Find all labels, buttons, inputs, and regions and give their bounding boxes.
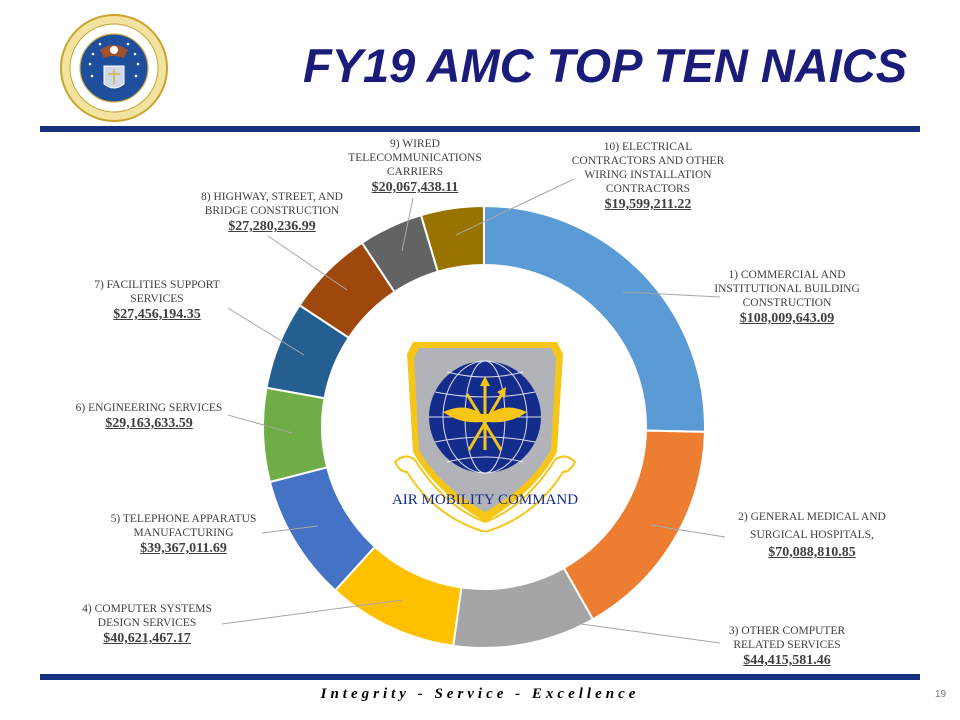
label-name: SERVICES — [130, 293, 184, 305]
data-label-5: 5) TELEPHONE APPARATUS MANUFACTURING $39… — [96, 512, 271, 558]
amc-logo-text: AIR MOBILITY COMMAND — [392, 492, 578, 508]
leader-line-2 — [649, 524, 726, 538]
data-label-9: 9) WIRED TELECOMMUNICATIONS CARRIERS $20… — [330, 137, 500, 197]
label-amount: $44,415,581.46 — [743, 653, 831, 668]
label-name: 2) GENERAL MEDICAL AND — [738, 511, 886, 523]
label-name: INSTITUTIONAL BUILDING — [714, 283, 860, 295]
data-label-4: 4) COMPUTER SYSTEMS DESIGN SERVICES $40,… — [72, 602, 222, 648]
data-label-6: 6) ENGINEERING SERVICES $29,163,633.59 — [64, 401, 234, 433]
label-name: SURGICAL HOSPITALS, — [750, 529, 874, 541]
label-name: 3) OTHER COMPUTER — [728, 625, 846, 637]
label-name: CONSTRUCTION — [742, 297, 832, 309]
leader-line-6 — [227, 414, 293, 434]
label-name: WIRING INSTALLATION — [584, 169, 712, 181]
label-amount: $27,456,194.35 — [113, 307, 201, 322]
leader-line-5 — [261, 525, 319, 534]
data-label-2: 2) GENERAL MEDICAL AND SURGICAL HOSPITAL… — [722, 508, 902, 562]
data-label-1: 1) COMMERCIAL AND INSTITUTIONAL BUILDING… — [712, 268, 862, 328]
label-amount: $40,621,467.17 — [103, 631, 191, 646]
donut-slices — [262, 204, 706, 649]
data-label-7: 7) FACILITIES SUPPORT SERVICES $27,456,1… — [82, 278, 232, 324]
label-name: 10) ELECTRICAL — [603, 141, 693, 153]
label-name: RELATED SERVICES — [733, 639, 841, 651]
label-name: 9) WIRED — [390, 138, 440, 150]
donut-slice-10 — [419, 204, 485, 273]
leader-line-3 — [521, 615, 721, 644]
footer-motto: Integrity - Service - Excellence — [320, 686, 640, 702]
label-name: 5) TELEPHONE APPARATUS — [110, 513, 257, 525]
label-amount: $108,009,643.09 — [739, 311, 835, 326]
label-name: TELECOMMUNICATIONS — [348, 152, 482, 164]
label-amount: $70,088,810.85 — [768, 545, 856, 560]
leader-line-1 — [622, 291, 721, 298]
air-force-seal-logo — [60, 14, 168, 122]
label-name: 8) HIGHWAY, STREET, AND — [201, 191, 343, 203]
label-name: MANUFACTURING — [133, 527, 234, 539]
label-amount: $29,163,633.59 — [105, 416, 193, 431]
label-name: CONTRACTORS — [605, 183, 691, 195]
label-name: 6) ENGINEERING SERVICES — [75, 402, 223, 414]
label-name: BRIDGE CONSTRUCTION — [204, 205, 340, 217]
leader-line-7 — [227, 307, 305, 356]
footer-divider — [40, 674, 920, 680]
data-label-10: 10) ELECTRICAL CONTRACTORS AND OTHER WIR… — [563, 140, 733, 214]
label-amount: $20,067,438.11 — [371, 180, 459, 195]
leader-line-9 — [401, 197, 414, 252]
label-name: 1) COMMERCIAL AND — [728, 269, 846, 281]
label-name: DESIGN SERVICES — [97, 617, 197, 629]
data-label-8: 8) HIGHWAY, STREET, AND BRIDGE CONSTRUCT… — [182, 190, 362, 236]
data-label-3: 3) OTHER COMPUTER RELATED SERVICES $44,4… — [712, 624, 862, 670]
leader-line-4 — [221, 599, 403, 625]
leader-lines — [221, 178, 726, 644]
leader-line-8 — [267, 235, 348, 291]
label-name: 4) COMPUTER SYSTEMS — [82, 603, 212, 615]
label-amount: $27,280,236.99 — [228, 219, 316, 234]
label-name: 7) FACILITIES SUPPORT — [94, 279, 220, 291]
label-amount: $39,367,011.69 — [140, 541, 227, 556]
label-name: CONTRACTORS AND OTHER — [571, 155, 725, 167]
air-mobility-command-logo: AIR MOBILITY COMMAND — [392, 342, 578, 532]
header-divider — [40, 126, 920, 132]
page-number: 19 — [935, 689, 947, 700]
donut-slice-6 — [262, 386, 329, 484]
label-name: CARRIERS — [386, 166, 444, 178]
label-amount: $19,599,211.22 — [604, 197, 692, 212]
page-title: FY19 AMC TOP TEN NAICS — [302, 39, 908, 92]
leader-line-10 — [455, 178, 575, 236]
